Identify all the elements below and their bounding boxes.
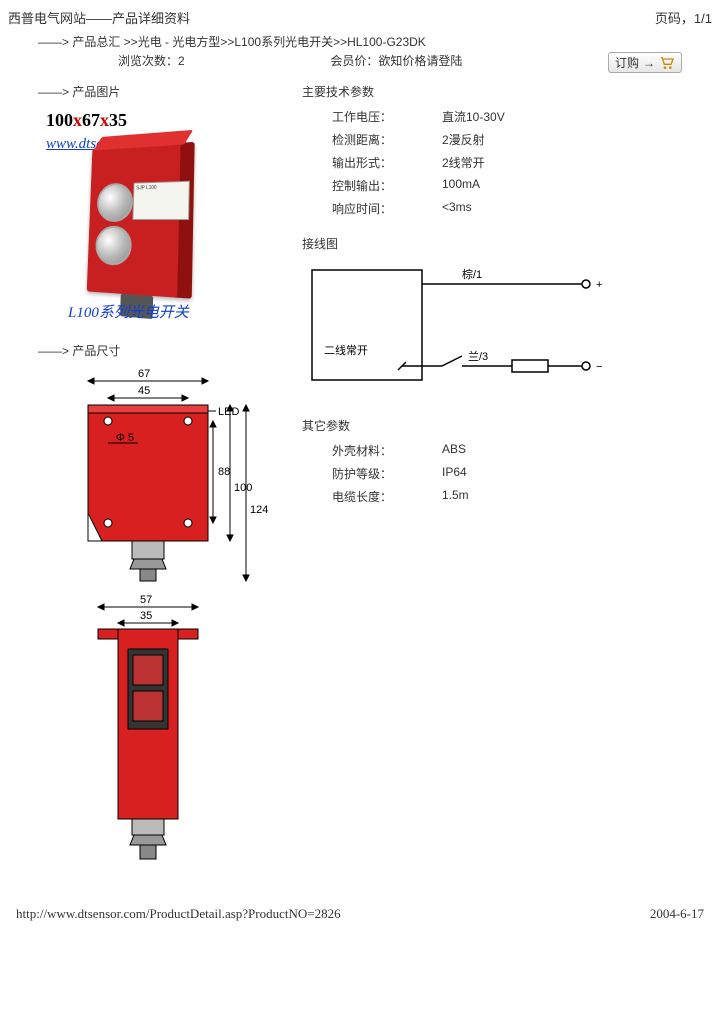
wiring-diagram: 二线常开 棕/1 + 兰/3 − [302, 260, 622, 390]
svg-text:57: 57 [140, 594, 152, 606]
wiring-heading: 接线图 [302, 235, 682, 252]
footer-date: 2004-6-17 [650, 906, 704, 922]
spec-row: 响应时间：<3ms [332, 200, 682, 217]
spec-key: 输出形式： [332, 154, 442, 171]
arrow-right-icon: → [643, 56, 655, 70]
spec-value: IP64 [442, 465, 467, 482]
spec-key: 响应时间： [332, 200, 442, 217]
spec-row: 检测距离：2漫反射 [332, 131, 682, 148]
dims-section-heading: ——> 产品尺寸 [38, 342, 278, 359]
cart-icon [659, 55, 675, 71]
spec-value: <3ms [442, 200, 472, 217]
svg-text:+: + [596, 279, 602, 291]
member-price-note: 会员价：欲知价格请登陆 [330, 52, 462, 73]
browse-count: 浏览次数：2 [118, 52, 185, 73]
spec-value: 2线常开 [442, 154, 485, 171]
spec-row: 电缆长度：1.5m [332, 488, 682, 505]
overlay-dimensions: 100x67x35 [46, 110, 127, 131]
spec-row: 外壳材料：ABS [332, 442, 682, 459]
svg-text:45: 45 [138, 385, 150, 397]
order-button[interactable]: 订购 → [608, 52, 682, 73]
svg-text:Φ 5: Φ 5 [116, 432, 134, 444]
other-specs-heading: 其它参数 [302, 417, 682, 434]
product-photo: 100x67x35 www.dtsensor.com SJP L100 L100… [38, 108, 258, 328]
spec-key: 外壳材料： [332, 442, 442, 459]
page-indicator: 页码，1/1 [655, 8, 712, 27]
svg-text:88: 88 [218, 466, 230, 478]
spec-key: 控制输出： [332, 177, 442, 194]
spec-key: 检测距离： [332, 131, 442, 148]
spec-value: ABS [442, 442, 466, 459]
svg-text:−: − [596, 361, 602, 373]
svg-text:67: 67 [138, 368, 150, 380]
spec-value: 1.5m [442, 488, 469, 505]
spec-key: 防护等级： [332, 465, 442, 482]
breadcrumb: ——> 产品总汇 >>光电 - 光电方型>>L100系列光电开关>>HL100-… [38, 33, 712, 50]
spec-row: 输出形式：2线常开 [332, 154, 682, 171]
overlay-series: L100系列光电开关 [68, 301, 189, 322]
spec-row: 防护等级：IP64 [332, 465, 682, 482]
dimensions-drawing: 67 45 LED Φ 5 [38, 363, 278, 883]
spec-value: 100mA [442, 177, 480, 194]
spec-value: 2漫反射 [442, 131, 485, 148]
spec-key: 电缆长度： [332, 488, 442, 505]
spec-key: 工作电压： [332, 108, 442, 125]
svg-text:35: 35 [140, 610, 152, 622]
svg-text:二线常开: 二线常开 [324, 343, 368, 357]
spec-value: 直流10-30V [442, 108, 505, 125]
other-specs-table: 外壳材料：ABS防护等级：IP64电缆长度：1.5m [332, 442, 682, 505]
svg-text:124: 124 [250, 504, 268, 516]
svg-text:100: 100 [234, 482, 252, 494]
svg-text:兰/3: 兰/3 [468, 350, 488, 363]
footer-url: http://www.dtsensor.com/ProductDetail.as… [16, 906, 341, 922]
spec-row: 控制输出：100mA [332, 177, 682, 194]
site-title: 西普电气网站——产品详细资料 [8, 8, 190, 27]
photo-section-heading: ——> 产品图片 [38, 83, 278, 100]
svg-text:棕/1: 棕/1 [462, 267, 482, 281]
spec-row: 工作电压：直流10-30V [332, 108, 682, 125]
main-specs-heading: 主要技术参数 [302, 83, 682, 100]
main-specs-table: 工作电压：直流10-30V检测距离：2漫反射输出形式：2线常开控制输出：100m… [332, 108, 682, 217]
